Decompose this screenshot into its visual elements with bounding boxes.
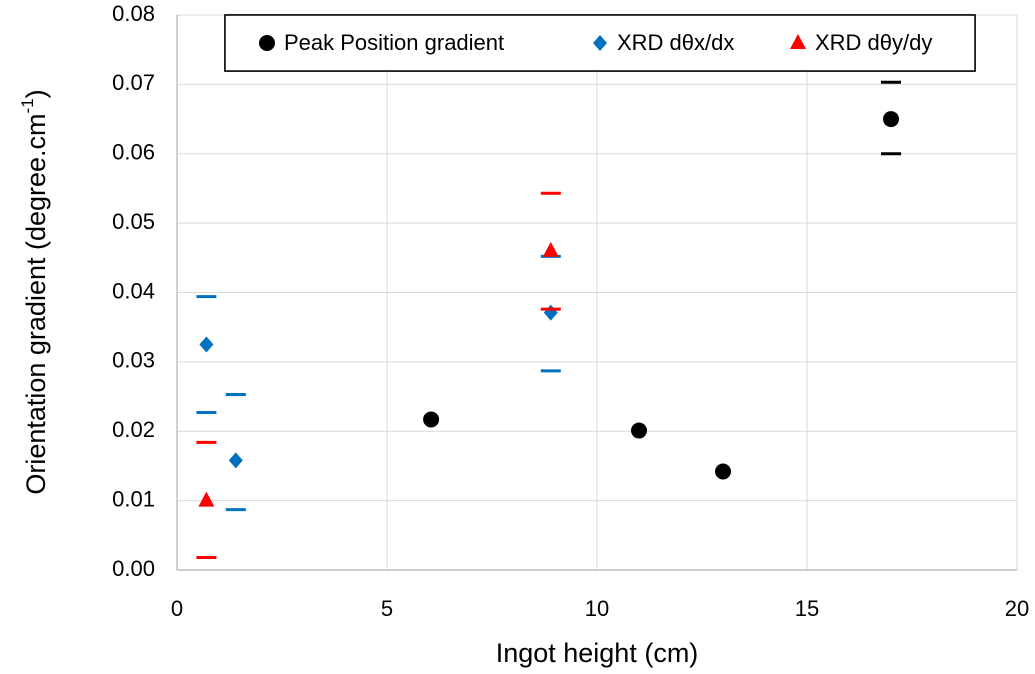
legend-marker [790,34,806,49]
y-axis-title: Orientation gradient (degree.cm-1) [18,89,51,494]
point [423,411,440,428]
point [228,452,243,469]
y-tick-label: 0.04 [112,278,155,303]
legend-marker [593,35,607,51]
point [715,463,731,480]
y-tick-label: 0.01 [112,486,155,511]
x-tick-label: 10 [585,596,609,621]
point [199,336,214,353]
y-tick-label: 0.03 [112,348,155,373]
legend-label: XRD dθx/dx [617,30,734,55]
point [542,241,559,257]
y-tick-label: 0.06 [112,140,155,165]
y-tick-label: 0.08 [112,1,155,26]
x-tick-label: 0 [171,596,183,621]
legend-label: XRD dθy/dy [815,30,932,55]
x-axis-title: Ingot height (cm) [496,638,699,668]
point [198,491,215,507]
y-axis-title-end: ) [21,89,51,98]
legend-label: Peak Position gradient [284,30,504,55]
x-tick-label: 15 [795,596,819,621]
y-tick-label: 0.00 [112,556,155,581]
point [883,111,899,128]
x-tick-label: 5 [381,596,393,621]
y-axis-title-sup: -1 [18,98,37,113]
y-axis-title-text: Orientation gradient (degree.cm [21,113,51,494]
point [543,304,558,321]
point [631,422,647,439]
legend-marker [259,35,275,51]
y-tick-label: 0.02 [112,417,155,442]
y-tick-label: 0.05 [112,209,155,234]
x-tick-label: 20 [1005,596,1029,621]
y-tick-label: 0.07 [112,70,155,95]
